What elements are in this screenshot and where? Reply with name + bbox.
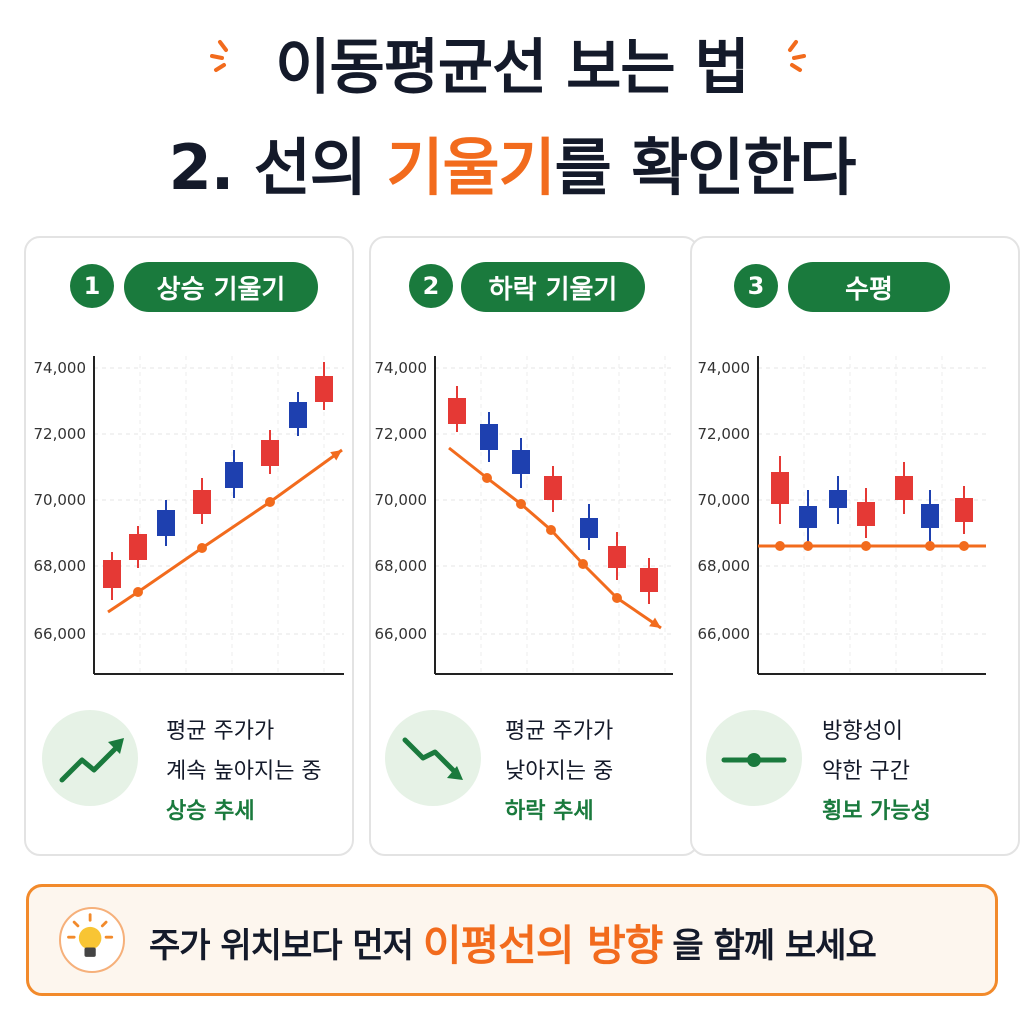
y-tick-label: 70,000 <box>375 491 428 509</box>
desc-line1: 평균 주가가 <box>505 719 614 744</box>
y-tick-label: 66,000 <box>34 625 87 643</box>
card-number-badge: 3 <box>734 264 778 308</box>
moving-average-line <box>448 446 662 630</box>
moving-average-point <box>482 473 492 483</box>
candle-body <box>315 376 333 402</box>
moving-average-point <box>546 525 556 535</box>
page-title-line1: 이동평균선 보는 법 <box>0 30 1024 106</box>
y-tick-label: 74,000 <box>698 359 751 377</box>
tip-banner: 주가 위치보다 먼저 이평선의 방향 을 함께 보세요 <box>26 884 998 996</box>
y-tick-label: 74,000 <box>34 359 87 377</box>
moving-average-point <box>861 541 871 551</box>
title-line2-post: 를 확인한다 <box>554 131 857 204</box>
page-title-line2: 2. 선의 기울기를 확인한다 <box>0 128 1024 208</box>
card-flat: 3 수평 74,000 72,000 70,000 68,000 66,000 방향성이… <box>690 236 1020 856</box>
tip-text-highlight: 이평선의 방향 <box>422 920 663 970</box>
moving-average-point <box>516 499 526 509</box>
tip-text: 주가 위치보다 먼저 이평선의 방향 을 함께 보세요 <box>149 909 877 975</box>
desc-line1: 방향성이 <box>822 719 903 744</box>
moving-average-point <box>133 587 143 597</box>
candle-body <box>225 462 243 488</box>
trend-down-arrow-icon <box>385 710 481 806</box>
candle-body <box>921 504 939 528</box>
card-falling-slope: 2 하락 기울기 74,000 72,000 70,000 68,000 66,000 … <box>369 236 699 856</box>
spark-left-icon <box>210 40 228 72</box>
candle-body <box>580 518 598 538</box>
moving-average-point <box>803 541 813 551</box>
y-tick-label: 70,000 <box>698 491 751 509</box>
card-description: 평균 주가가 낮아지는 중 하락 추세 <box>505 712 613 832</box>
moving-average-point <box>265 497 275 507</box>
moving-average-arrowhead <box>330 450 342 461</box>
tip-text-pre: 주가 위치보다 먼저 <box>149 925 414 966</box>
desc-line2: 약한 구간 <box>822 759 910 784</box>
candle-body <box>771 472 789 504</box>
trend-tag: 상승 추세 <box>166 799 255 824</box>
desc-line2: 계속 높아지는 중 <box>166 759 322 784</box>
desc-line1: 평균 주가가 <box>166 719 275 744</box>
moving-average-point <box>612 593 622 603</box>
candle-body <box>448 398 466 424</box>
candle-body <box>480 424 498 450</box>
card-description: 평균 주가가 계속 높아지는 중 상승 추세 <box>166 712 322 832</box>
candle-body <box>955 498 973 522</box>
rising-candlestick-chart: 74,000 72,000 70,000 68,000 66,000 <box>34 356 344 675</box>
trend-up-arrow-icon <box>42 710 138 806</box>
title-line1-text: 이동평균선 보는 법 <box>275 33 749 103</box>
candle-body <box>608 546 626 568</box>
y-tick-label: 66,000 <box>375 625 428 643</box>
candle-body <box>193 490 211 514</box>
y-tick-label: 68,000 <box>375 557 428 575</box>
y-tick-label: 74,000 <box>375 359 428 377</box>
candle-body <box>640 568 658 592</box>
moving-average-point <box>578 559 588 569</box>
card-number-badge: 1 <box>70 264 114 308</box>
card-number-badge: 2 <box>409 264 453 308</box>
candle-body <box>829 490 847 508</box>
y-tick-label: 66,000 <box>698 625 751 643</box>
card-label-pill: 수평 <box>788 262 950 312</box>
flat-line-icon <box>706 710 802 806</box>
moving-average-point <box>197 543 207 553</box>
falling-candlestick-chart: 74,000 72,000 70,000 68,000 66,000 <box>375 356 673 675</box>
y-tick-label: 70,000 <box>34 491 87 509</box>
tip-text-post: 을 함께 보세요 <box>672 925 876 966</box>
y-tick-label: 72,000 <box>34 425 87 443</box>
card-description: 방향성이 약한 구간 횡보 가능성 <box>822 712 931 832</box>
card-label-pill: 상승 기울기 <box>124 262 318 312</box>
moving-average-point <box>925 541 935 551</box>
title-line2-pre: 2. 선의 <box>168 131 387 204</box>
candle-body <box>103 560 121 588</box>
y-tick-label: 72,000 <box>698 425 751 443</box>
y-tick-label: 68,000 <box>698 557 751 575</box>
candle-body <box>895 476 913 500</box>
y-tick-label: 72,000 <box>375 425 428 443</box>
card-rising-slope: 1 상승 기울기 74,000 72,000 70,000 68,000 66,000 … <box>24 236 354 856</box>
candle-body <box>512 450 530 474</box>
lightbulb-icon <box>59 907 125 973</box>
trend-tag: 횡보 가능성 <box>822 799 931 824</box>
trend-tag: 하락 추세 <box>505 799 594 824</box>
candle-body <box>857 502 875 526</box>
candle-body <box>129 534 147 560</box>
y-tick-label: 68,000 <box>34 557 87 575</box>
spark-right-icon <box>788 40 806 72</box>
desc-line2: 낮아지는 중 <box>505 759 614 784</box>
moving-average-point <box>775 541 785 551</box>
candle-body <box>799 506 817 528</box>
card-label-pill: 하락 기울기 <box>461 262 645 312</box>
candle-body <box>544 476 562 500</box>
flat-candlestick-chart: 74,000 72,000 70,000 68,000 66,000 <box>698 356 986 675</box>
candle-body <box>261 440 279 466</box>
title-line2-highlight: 기울기 <box>386 131 556 204</box>
candle-body <box>157 510 175 536</box>
moving-average-point <box>959 541 969 551</box>
moving-average-arrowhead <box>649 617 661 628</box>
candle-body <box>289 402 307 428</box>
